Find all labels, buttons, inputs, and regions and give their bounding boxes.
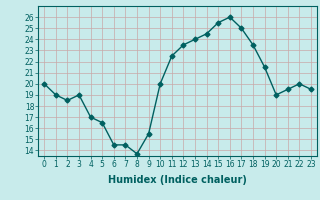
X-axis label: Humidex (Indice chaleur): Humidex (Indice chaleur): [108, 175, 247, 185]
